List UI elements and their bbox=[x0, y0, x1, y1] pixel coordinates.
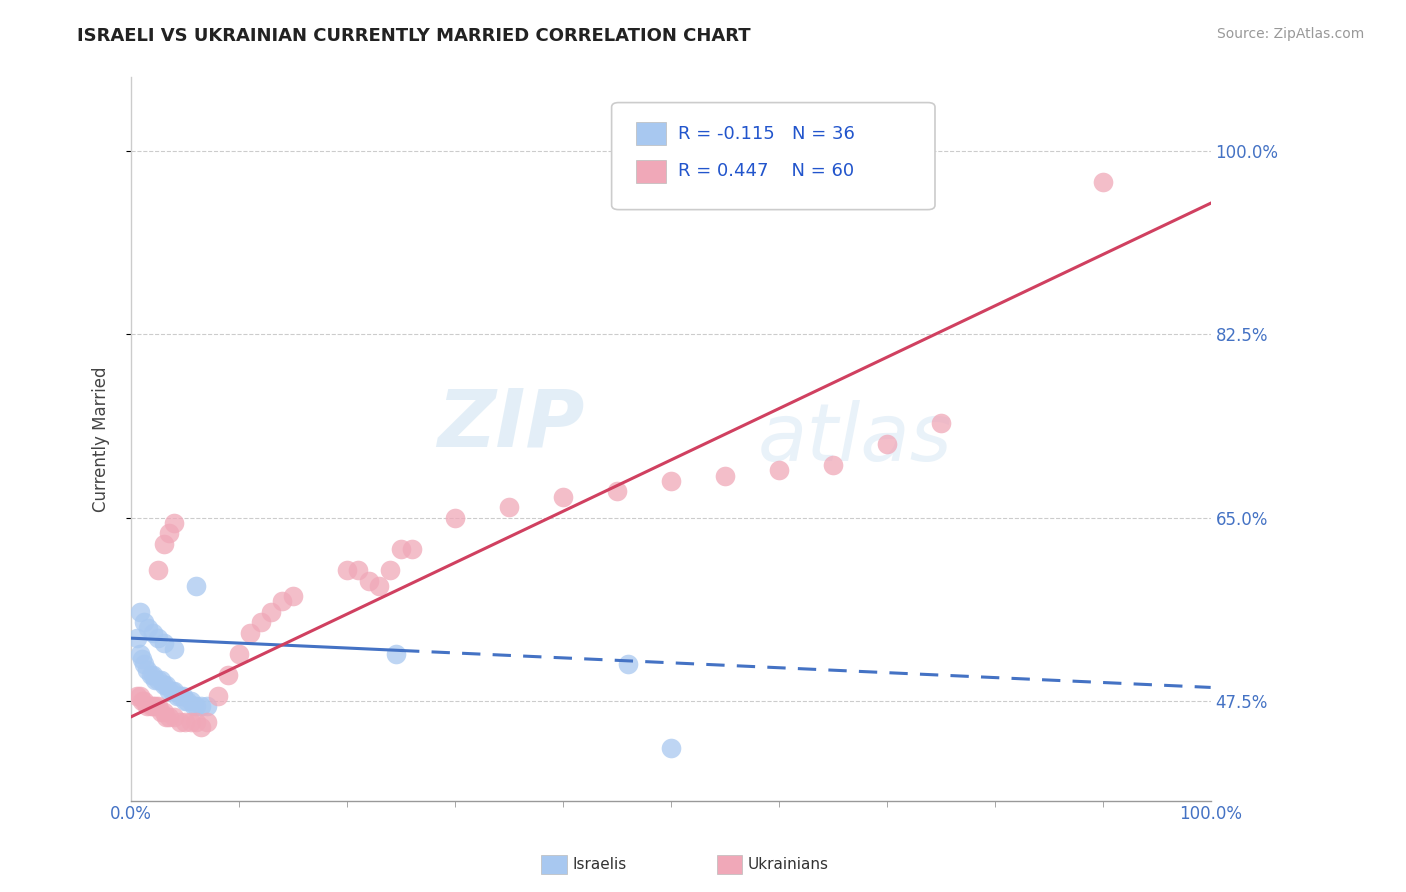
Text: R = -0.115   N = 36: R = -0.115 N = 36 bbox=[678, 125, 855, 143]
Point bbox=[183, 699, 205, 714]
Point bbox=[498, 500, 520, 515]
Text: ZIP: ZIP bbox=[437, 385, 585, 464]
Point bbox=[184, 714, 207, 729]
Point bbox=[876, 437, 898, 451]
Point bbox=[169, 689, 191, 703]
Point bbox=[217, 668, 239, 682]
Point bbox=[1091, 175, 1114, 189]
Point bbox=[134, 657, 156, 672]
Point bbox=[128, 647, 150, 661]
Y-axis label: Currently Married: Currently Married bbox=[93, 367, 110, 512]
Point bbox=[357, 574, 380, 588]
Point bbox=[146, 699, 169, 714]
Point bbox=[929, 417, 952, 431]
Point bbox=[146, 673, 169, 687]
Point bbox=[249, 615, 271, 630]
Point bbox=[157, 683, 180, 698]
Point bbox=[380, 563, 402, 577]
Point bbox=[659, 474, 682, 488]
Point bbox=[714, 468, 737, 483]
Point bbox=[152, 678, 174, 692]
Point bbox=[128, 605, 150, 619]
Point bbox=[157, 710, 180, 724]
Point bbox=[180, 694, 202, 708]
Point bbox=[152, 537, 174, 551]
Point bbox=[152, 705, 174, 719]
Text: ISRAELI VS UKRAINIAN CURRENTLY MARRIED CORRELATION CHART: ISRAELI VS UKRAINIAN CURRENTLY MARRIED C… bbox=[77, 27, 751, 45]
Point bbox=[444, 510, 467, 524]
Point bbox=[155, 678, 177, 692]
Point bbox=[128, 689, 150, 703]
Point bbox=[142, 699, 165, 714]
Point bbox=[134, 615, 156, 630]
Point bbox=[821, 458, 844, 473]
Point bbox=[155, 710, 177, 724]
Point bbox=[207, 689, 229, 703]
Point bbox=[157, 526, 180, 541]
Point bbox=[606, 484, 628, 499]
Point bbox=[152, 636, 174, 650]
Point bbox=[271, 594, 294, 608]
Point bbox=[401, 542, 423, 557]
Point bbox=[143, 699, 166, 714]
Point bbox=[166, 689, 188, 703]
Point bbox=[336, 563, 359, 577]
Point bbox=[184, 699, 207, 714]
Point bbox=[163, 641, 186, 656]
Text: Israelis: Israelis bbox=[572, 857, 627, 871]
Point bbox=[163, 683, 186, 698]
Point bbox=[174, 714, 197, 729]
Point bbox=[169, 714, 191, 729]
Point bbox=[172, 689, 194, 703]
Point bbox=[228, 647, 250, 661]
Point bbox=[659, 741, 682, 756]
Text: atlas: atlas bbox=[758, 400, 952, 478]
Point bbox=[768, 463, 790, 477]
Point bbox=[139, 699, 162, 714]
Point bbox=[125, 689, 148, 703]
Point bbox=[150, 673, 173, 687]
Point bbox=[551, 490, 574, 504]
Point bbox=[384, 647, 406, 661]
Point bbox=[239, 626, 262, 640]
Point bbox=[260, 605, 283, 619]
Point bbox=[142, 668, 165, 682]
Point bbox=[190, 699, 212, 714]
Point bbox=[368, 579, 391, 593]
Point bbox=[136, 699, 159, 714]
Point bbox=[195, 714, 218, 729]
Point bbox=[176, 694, 198, 708]
Point bbox=[180, 714, 202, 729]
Point bbox=[389, 542, 412, 557]
Point bbox=[163, 516, 186, 530]
Text: Source: ZipAtlas.com: Source: ZipAtlas.com bbox=[1216, 27, 1364, 41]
Point bbox=[616, 657, 638, 672]
Point bbox=[125, 631, 148, 645]
Text: Ukrainians: Ukrainians bbox=[748, 857, 830, 871]
Point bbox=[138, 621, 160, 635]
Point bbox=[143, 673, 166, 687]
Point bbox=[174, 694, 197, 708]
Point bbox=[131, 694, 153, 708]
Point bbox=[160, 683, 183, 698]
Point bbox=[134, 694, 156, 708]
Point bbox=[136, 663, 159, 677]
Point bbox=[184, 579, 207, 593]
Text: R = 0.447    N = 60: R = 0.447 N = 60 bbox=[678, 162, 853, 180]
Point bbox=[190, 720, 212, 734]
Point bbox=[139, 668, 162, 682]
Point bbox=[347, 563, 370, 577]
Point bbox=[195, 699, 218, 714]
Point bbox=[142, 626, 165, 640]
Point bbox=[146, 563, 169, 577]
Point bbox=[131, 652, 153, 666]
Point bbox=[146, 631, 169, 645]
Point bbox=[163, 710, 186, 724]
Point bbox=[281, 589, 304, 603]
Point bbox=[150, 705, 173, 719]
